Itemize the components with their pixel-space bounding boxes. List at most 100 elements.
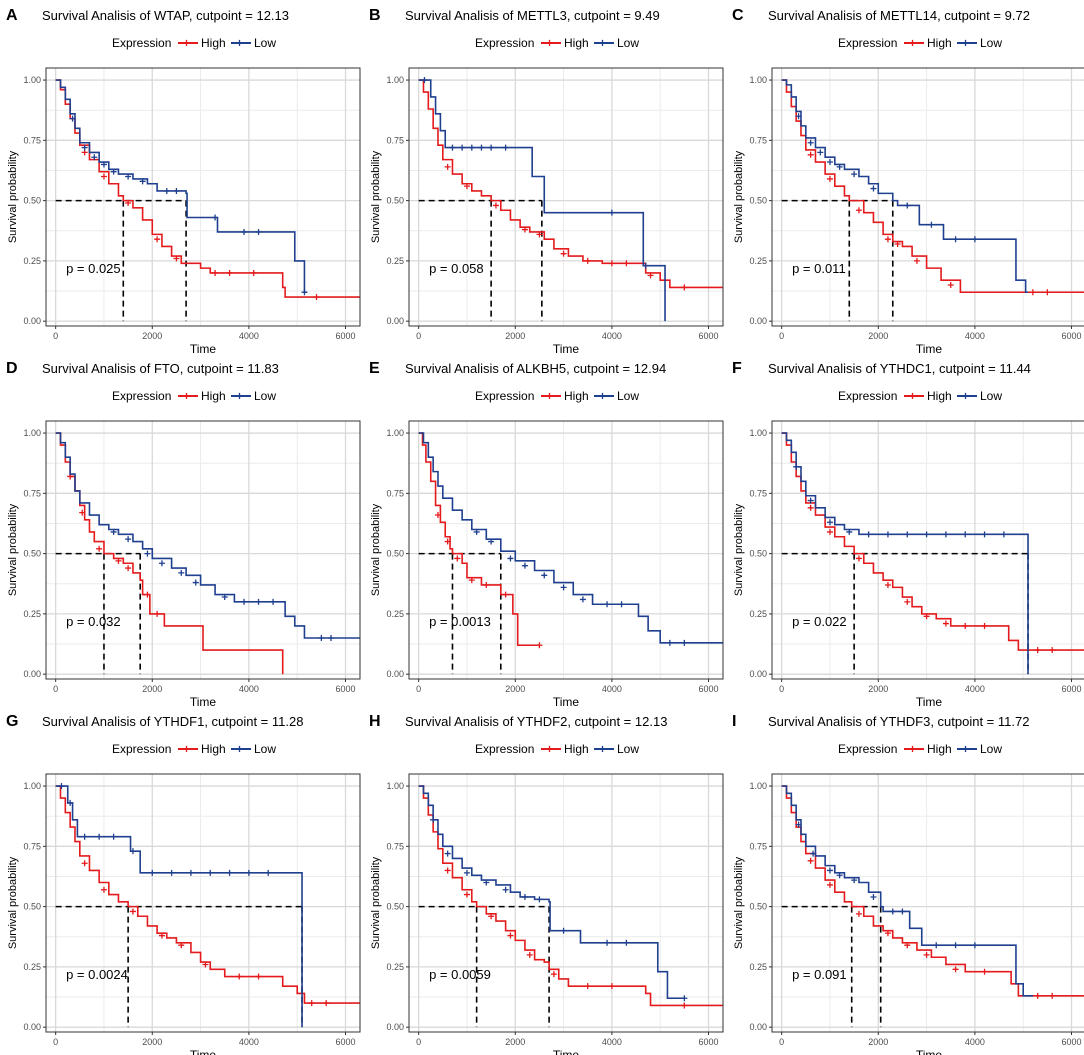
censor-mark-high <box>623 260 630 267</box>
censor-mark-high <box>962 622 969 629</box>
y-axis-label: Survival probability <box>370 503 382 596</box>
legend-low-label: Low <box>980 389 1002 403</box>
censor-mark-low <box>110 528 117 535</box>
legend-high-label: High <box>201 36 226 50</box>
censor-mark-high <box>981 968 988 975</box>
plot-area <box>409 774 723 1032</box>
y-tick-label: 0.25 <box>23 962 41 972</box>
legend-high-label: High <box>201 742 226 756</box>
censor-mark-low <box>178 569 185 576</box>
chart-title: Survival Analisis of METTL3, cutpoint = … <box>405 8 660 23</box>
censor-mark-high <box>826 175 833 182</box>
y-axis-label: Survival probability <box>733 503 745 596</box>
y-tick-label: 0.50 <box>386 902 404 912</box>
censor-mark-low <box>952 236 959 243</box>
censor-mark-high <box>100 173 107 180</box>
censor-mark-low <box>928 221 935 228</box>
survival-curve-low <box>55 785 303 1028</box>
censor-mark-low <box>541 572 548 579</box>
censor-mark-high <box>488 913 495 920</box>
y-axis-label: Survival probability <box>7 150 19 243</box>
censor-mark-low <box>604 601 611 608</box>
x-tick-label: 6000 <box>335 331 355 341</box>
censor-mark-low <box>483 879 490 886</box>
plot-border <box>771 773 1084 1033</box>
legend-high-label: High <box>564 389 589 403</box>
y-tick-label: 0.75 <box>749 841 767 851</box>
legend-low-label: Low <box>254 36 276 50</box>
x-axis-label: Time <box>916 342 943 356</box>
panel-e: E Survival Analisis of ALKBH5, cutpoint =… <box>369 360 724 709</box>
legend-title: Expression <box>112 742 171 756</box>
x-tick-label: 2000 <box>505 331 525 341</box>
censor-mark-high <box>1049 992 1056 999</box>
censor-mark-low <box>865 531 872 538</box>
y-axis-label: Survival probability <box>733 150 745 243</box>
plot-border <box>408 773 724 1033</box>
censor-mark-low <box>826 867 833 874</box>
censor-mark-high <box>81 860 88 867</box>
censor-mark-low <box>255 228 262 235</box>
x-tick-label: 4000 <box>965 331 985 341</box>
censor-mark-low <box>904 202 911 209</box>
censor-mark-low <box>642 262 649 269</box>
legend-high-marker: + <box>546 389 553 403</box>
censor-mark-low <box>100 161 107 168</box>
censor-mark-low <box>795 113 802 120</box>
x-tick-label: 0 <box>53 1037 58 1047</box>
censor-mark-high <box>178 942 185 949</box>
censor-mark-high <box>923 613 930 620</box>
x-tick-label: 4000 <box>239 684 259 694</box>
censor-mark-high <box>947 282 954 289</box>
panel-letter: E <box>369 360 380 377</box>
censor-mark-low <box>139 178 146 185</box>
x-tick-label: 2000 <box>505 684 525 694</box>
legend-title: Expression <box>838 389 897 403</box>
censor-mark-high <box>952 966 959 973</box>
censor-mark-low <box>608 209 615 216</box>
censor-mark-low <box>168 869 175 876</box>
censor-mark-high <box>521 226 528 233</box>
censor-mark-high <box>444 163 451 170</box>
legend-high-label: High <box>927 36 952 50</box>
censor-mark-high <box>468 577 475 584</box>
censor-mark-high <box>129 908 136 915</box>
censor-mark-low <box>473 528 480 535</box>
censor-mark-high <box>158 932 165 939</box>
censor-mark-low <box>129 848 136 855</box>
legend-high-marker: + <box>546 742 553 756</box>
legend-low-marker: + <box>962 389 969 403</box>
censor-mark-low <box>81 833 88 840</box>
censor-mark-low <box>826 159 833 166</box>
censor-mark-low <box>793 463 800 470</box>
y-axis-label: Survival probability <box>733 856 745 949</box>
censor-mark-high <box>807 857 814 864</box>
y-tick-label: 0.75 <box>386 841 404 851</box>
y-tick-label: 0.25 <box>23 256 41 266</box>
censor-mark-low <box>468 144 475 151</box>
p-value: p = 0.091 <box>792 967 847 982</box>
censor-mark-low <box>163 187 170 194</box>
legend-low-label: Low <box>617 36 639 50</box>
survival-curve-low <box>55 79 307 294</box>
y-tick-label: 0.00 <box>749 669 767 679</box>
x-tick-label: 0 <box>416 1037 421 1047</box>
x-tick-label: 0 <box>416 684 421 694</box>
x-tick-label: 4000 <box>239 1037 259 1047</box>
panel-letter: I <box>732 713 736 730</box>
legend-low-marker: + <box>962 36 969 50</box>
y-tick-label: 1.00 <box>386 781 404 791</box>
legend-title: Expression <box>838 742 897 756</box>
legend-low-marker: + <box>236 389 243 403</box>
censor-mark-low <box>560 584 567 591</box>
censor-mark-high <box>807 504 814 511</box>
legend-high-label: High <box>927 389 952 403</box>
plot-area <box>46 774 360 1032</box>
legend-low-marker: + <box>962 742 969 756</box>
censor-mark-low <box>478 144 485 151</box>
survival-curve-low <box>418 432 723 644</box>
panel-c: C Survival Analisis of METTL14, cutpoint … <box>732 7 1084 356</box>
censor-mark-low <box>430 816 437 823</box>
censor-mark-low <box>807 497 814 504</box>
legend-low-label: Low <box>617 389 639 403</box>
